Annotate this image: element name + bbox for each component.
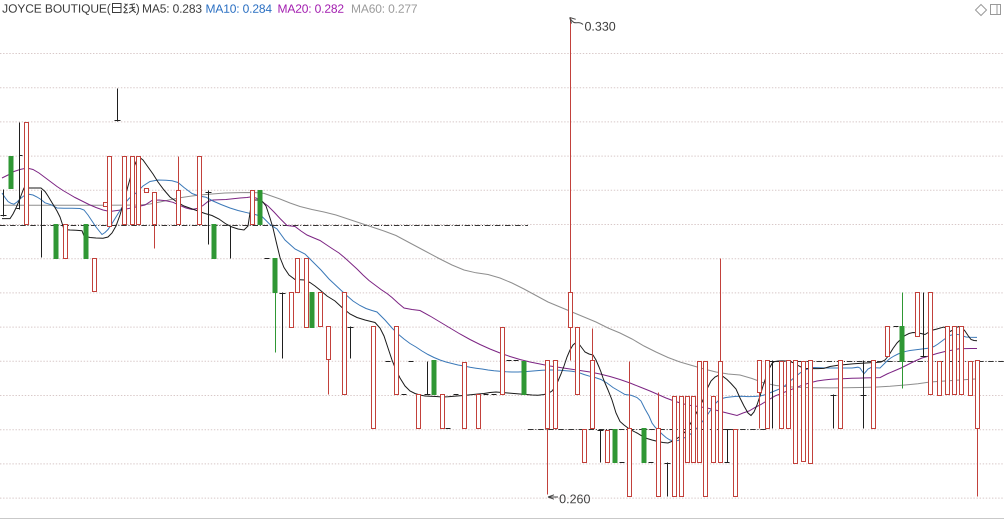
svg-text:MA60: 0.277: MA60: 0.277 <box>351 2 418 16</box>
svg-text:MA10: 0.284: MA10: 0.284 <box>205 2 272 16</box>
svg-text:JOYCE BOUTIQUE(: JOYCE BOUTIQUE( <box>2 2 111 16</box>
svg-text:MA5: 0.283: MA5: 0.283 <box>142 2 202 16</box>
svg-text:0.260: 0.260 <box>559 492 590 506</box>
svg-text:): ) <box>136 2 140 16</box>
svg-text:MA20: 0.282: MA20: 0.282 <box>277 2 344 16</box>
svg-text:0.330: 0.330 <box>584 20 615 34</box>
